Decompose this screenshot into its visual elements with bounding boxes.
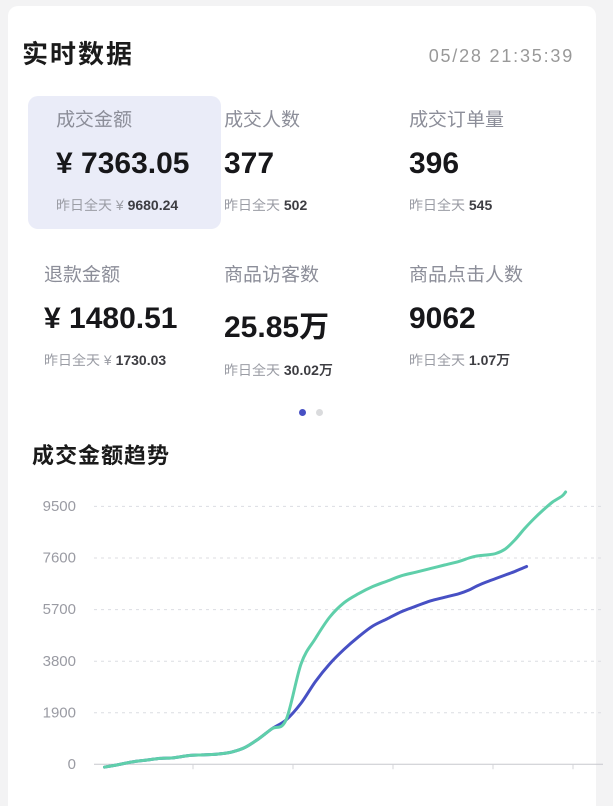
svg-text:9500: 9500 <box>43 498 76 515</box>
svg-text:3800: 3800 <box>43 653 76 670</box>
svg-text:0: 0 <box>68 756 76 773</box>
svg-text:5700: 5700 <box>43 601 76 618</box>
svg-text:1900: 1900 <box>43 704 76 721</box>
svg-text:7600: 7600 <box>43 550 76 567</box>
